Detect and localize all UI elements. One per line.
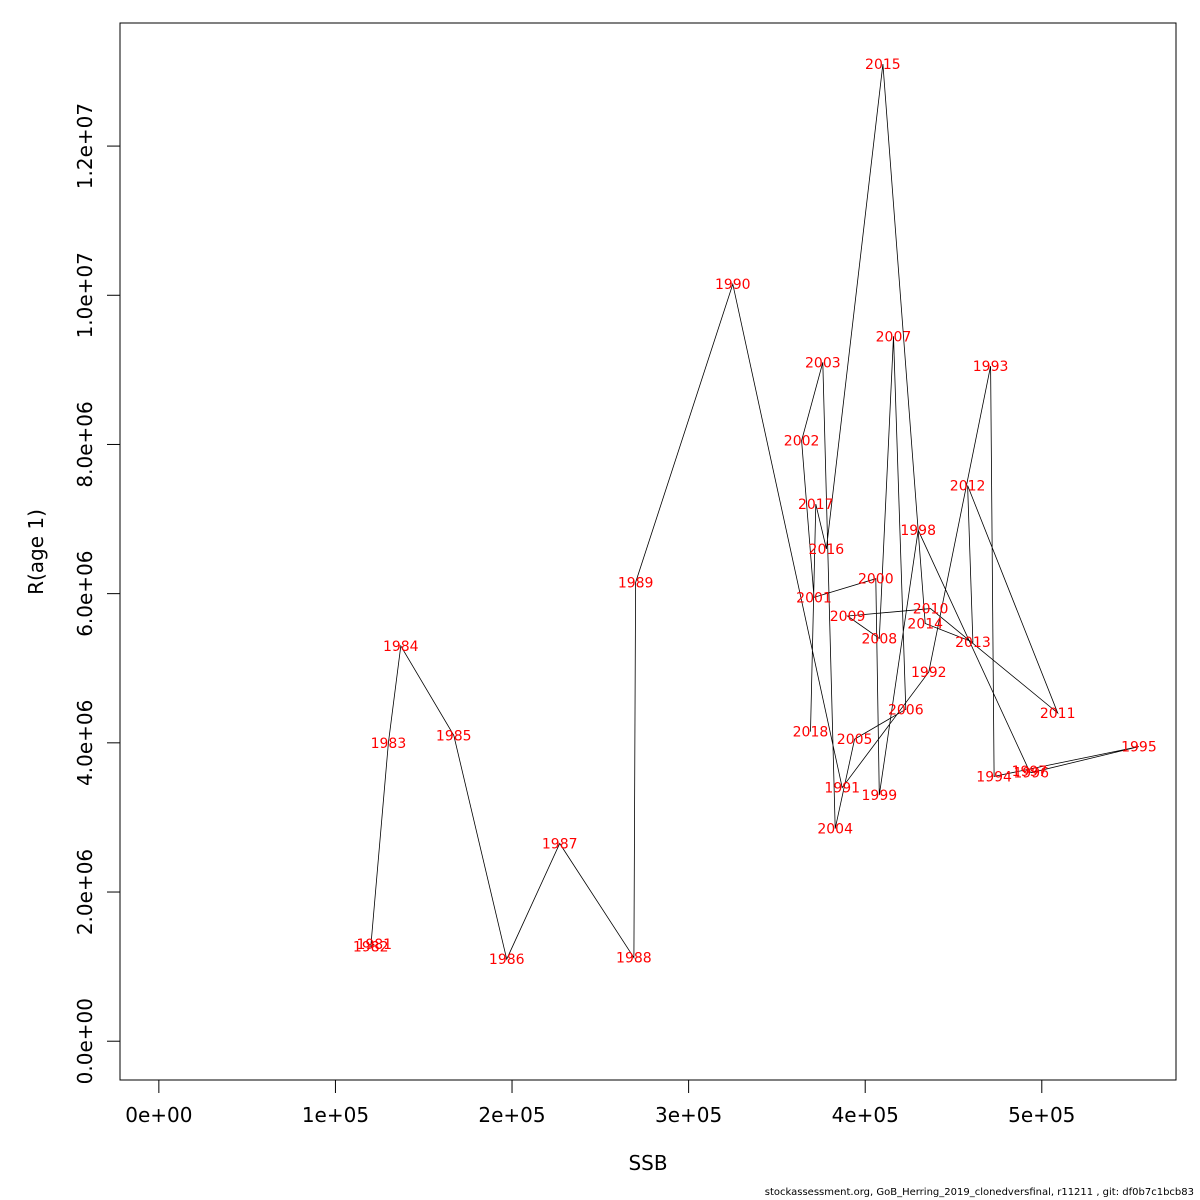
point-label-1985: 1985 bbox=[436, 728, 472, 744]
point-label-1983: 1983 bbox=[371, 736, 407, 752]
point-label-1982: 1982 bbox=[353, 939, 389, 955]
y-axis-title: R(age 1) bbox=[24, 509, 48, 595]
point-label-2008: 2008 bbox=[862, 631, 898, 647]
point-label-1996: 1996 bbox=[1013, 766, 1049, 782]
point-label-1998: 1998 bbox=[900, 523, 936, 539]
point-label-2000: 2000 bbox=[858, 572, 894, 588]
point-label-2016: 2016 bbox=[809, 542, 845, 558]
y-tick-label: 1.2e+07 bbox=[73, 103, 97, 189]
point-label-1986: 1986 bbox=[489, 952, 525, 968]
point-label-2002: 2002 bbox=[784, 434, 820, 450]
point-label-1989: 1989 bbox=[618, 575, 654, 591]
point-label-2005: 2005 bbox=[837, 732, 873, 748]
point-label-1992: 1992 bbox=[911, 665, 947, 681]
x-axis: 0e+00 1e+05 2e+05 3e+05 4e+05 5e+05 bbox=[125, 1079, 1075, 1127]
y-tick-label: 2.0e+06 bbox=[73, 849, 97, 935]
footer-note: stockassessment.org, GoB_Herring_2019_cl… bbox=[764, 1187, 1194, 1198]
point-label-2006: 2006 bbox=[888, 702, 924, 718]
x-tick-label: 1e+05 bbox=[302, 1103, 369, 1127]
point-label-2018: 2018 bbox=[793, 725, 829, 741]
point-label-2001: 2001 bbox=[796, 590, 832, 606]
point-label-2010: 2010 bbox=[913, 602, 949, 618]
point-label-2017: 2017 bbox=[798, 497, 834, 513]
point-label-1997: 1997 bbox=[1012, 764, 1048, 780]
point-label-1987: 1987 bbox=[542, 837, 578, 853]
x-tick-label: 2e+05 bbox=[478, 1103, 545, 1127]
point-label-1984: 1984 bbox=[383, 639, 419, 655]
point-label-1988: 1988 bbox=[616, 951, 652, 967]
point-label-1981: 1981 bbox=[356, 937, 392, 953]
point-label-2011: 2011 bbox=[1040, 706, 1076, 722]
point-label-1993: 1993 bbox=[973, 359, 1009, 375]
y-tick-label: 0.0e+00 bbox=[73, 998, 97, 1084]
point-label-2014: 2014 bbox=[907, 616, 943, 632]
point-label-2004: 2004 bbox=[817, 822, 853, 838]
point-label-2003: 2003 bbox=[805, 355, 841, 371]
point-label-2007: 2007 bbox=[876, 329, 912, 345]
point-label-1994: 1994 bbox=[976, 769, 1012, 785]
point-label-1999: 1999 bbox=[862, 788, 898, 804]
point-label-1995: 1995 bbox=[1121, 740, 1157, 756]
series-path bbox=[370, 63, 1139, 961]
y-tick-label: 8.0e+06 bbox=[73, 401, 97, 487]
x-tick-label: 5e+05 bbox=[1008, 1103, 1075, 1127]
point-label-1991: 1991 bbox=[824, 781, 860, 797]
point-label-2013: 2013 bbox=[955, 635, 991, 651]
x-tick-label: 0e+00 bbox=[125, 1103, 192, 1127]
point-label-2009: 2009 bbox=[830, 609, 866, 625]
y-tick-label: 1.0e+07 bbox=[73, 252, 97, 338]
point-label-1990: 1990 bbox=[715, 277, 751, 293]
plot-area bbox=[119, 22, 1177, 1081]
x-axis-title: SSB bbox=[628, 1151, 667, 1175]
y-tick-label: 6.0e+06 bbox=[73, 550, 97, 636]
x-tick-label: 3e+05 bbox=[655, 1103, 722, 1127]
point-label-2015: 2015 bbox=[865, 57, 901, 73]
x-tick-label: 4e+05 bbox=[832, 1103, 899, 1127]
y-axis: 0.0e+00 2.0e+06 4.0e+06 6.0e+06 8.0e+06 1.0e+… bbox=[73, 103, 121, 1084]
series-line bbox=[370, 63, 1139, 961]
point-label-2012: 2012 bbox=[950, 478, 986, 494]
y-tick-label: 4.0e+06 bbox=[73, 700, 97, 786]
